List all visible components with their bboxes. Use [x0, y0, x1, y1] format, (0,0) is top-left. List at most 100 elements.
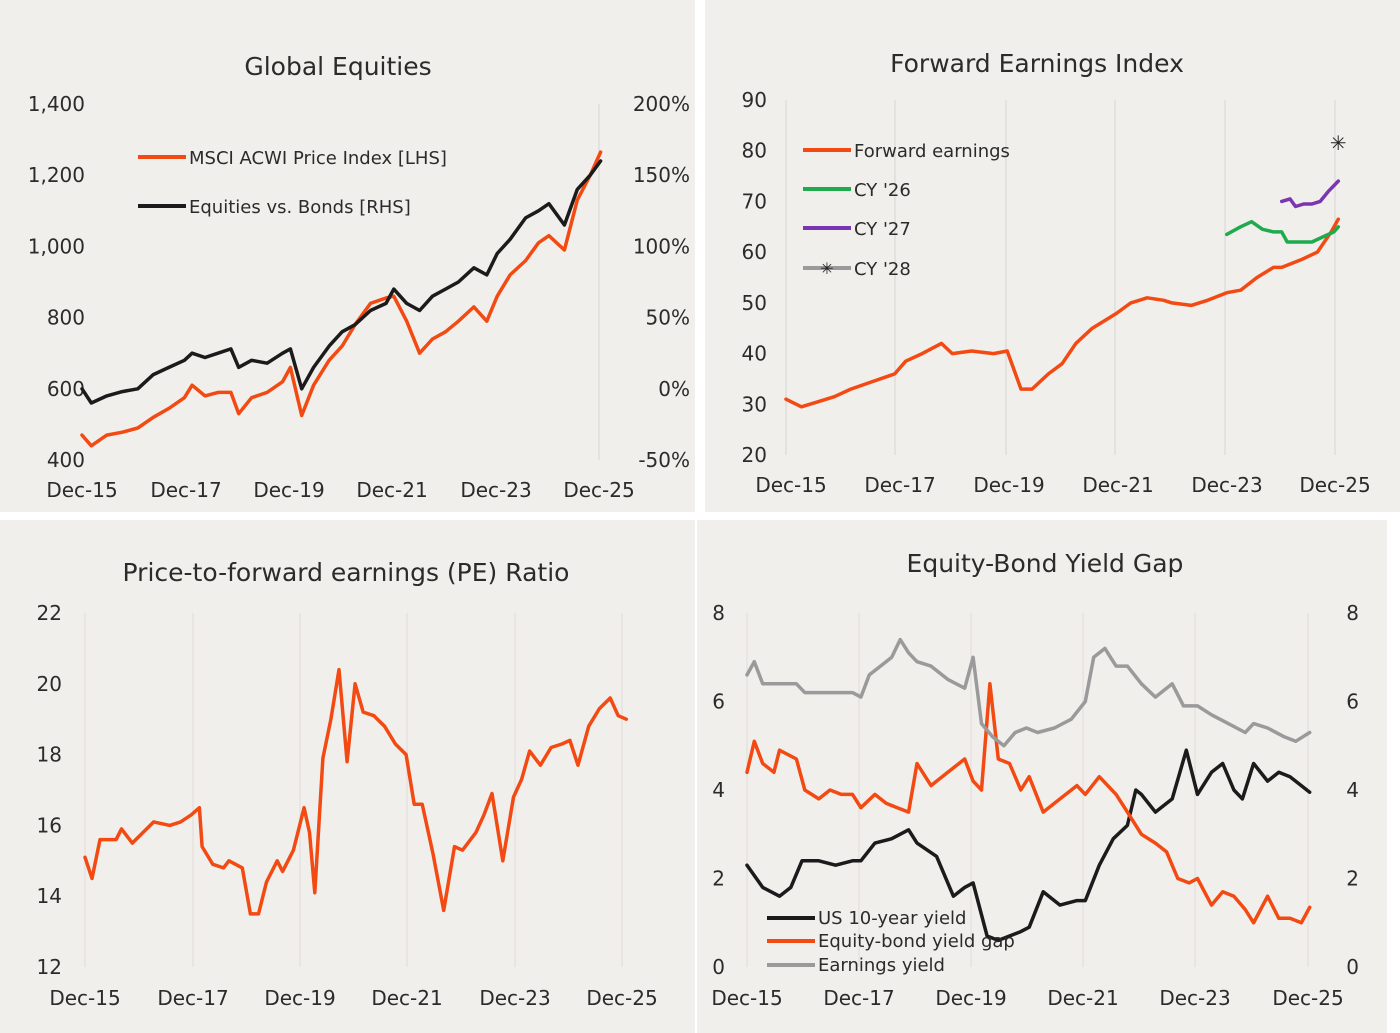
asterisk-marker-icon: ✳	[820, 259, 833, 278]
series-lines: ✳	[784, 131, 1347, 409]
y-tick-label: 0	[712, 955, 725, 979]
y-tick-label: 6	[712, 690, 725, 714]
x-tick-label: Dec-23	[1191, 473, 1262, 497]
y-tick-label: 60	[742, 240, 767, 264]
legend-label: MSCI ACWI Price Index [LHS]	[189, 148, 447, 169]
x-tick-label: Dec-15	[46, 478, 117, 502]
chart-title: Global Equities	[244, 52, 431, 81]
y-tick-label: 50	[742, 291, 767, 315]
y-right-tick-label: 0	[1346, 955, 1359, 979]
x-tick-label: Dec-19	[973, 473, 1044, 497]
right-axis-ticks: -50% 0% 50% 100% 150% 200%	[633, 92, 690, 472]
left-axis-ticks: 400 600 800 1,000 1,200 1,400	[28, 92, 85, 472]
y-tick-label: 800	[47, 306, 85, 330]
x-tick-label: Dec-25	[1299, 473, 1370, 497]
x-tick-label: Dec-21	[356, 478, 427, 502]
legend: Forward earnings CY '26 CY '27 ✳ CY '28	[803, 141, 1010, 280]
y-tick-label: 90	[742, 88, 767, 112]
y-tick-label: 1,200	[28, 163, 85, 187]
legend-label: Earnings yield	[818, 955, 945, 976]
x-tick-label: Dec-15	[49, 986, 120, 1010]
chart-title: Forward Earnings Index	[890, 49, 1184, 78]
y-right-tick-label: 150%	[633, 163, 690, 187]
x-tick-label: Dec-17	[150, 478, 221, 502]
series-line-orange	[745, 682, 1312, 925]
x-tick-label: Dec-25	[1272, 986, 1343, 1010]
x-axis-ticks: Dec-15 Dec-17 Dec-19 Dec-21 Dec-23 Dec-25	[49, 986, 657, 1010]
x-tick-label: Dec-25	[586, 986, 657, 1010]
x-tick-label: Dec-17	[157, 986, 228, 1010]
data-point-asterisk: ✳	[1330, 131, 1347, 155]
x-tick-label: Dec-19	[935, 986, 1006, 1010]
x-tick-label: Dec-21	[1047, 986, 1118, 1010]
y-axis-ticks: 20 30 40 50 60 70 80 90	[742, 88, 767, 467]
legend-label: Forward earnings	[854, 141, 1010, 162]
y-tick-label: 8	[712, 601, 725, 625]
x-tick-label: Dec-21	[1082, 473, 1153, 497]
chart-title: Equity-Bond Yield Gap	[907, 549, 1184, 578]
y-tick-label: 12	[37, 955, 62, 979]
y-tick-label: 30	[742, 392, 767, 416]
chart-yield-gap-svg: Equity-Bond Yield Gap 0 2 4 6 8 0 2 4 6 8 Dec-15…	[711, 549, 1359, 1010]
chart-global-equities-svg: Global Equities 400 600 800 1,000 1,200 1,400…	[28, 52, 690, 502]
x-axis-ticks: Dec-15 Dec-17 Dec-19 Dec-21 Dec-23 Dec-25	[755, 473, 1370, 497]
legend: MSCI ACWI Price Index [LHS] Equities vs.…	[138, 148, 447, 218]
y-tick-label: 1,000	[28, 234, 85, 258]
vertical-gridlines	[84, 613, 623, 967]
legend-label: Equities vs. Bonds [RHS]	[189, 197, 411, 218]
y-tick-label: 80	[742, 139, 767, 163]
x-tick-label: Dec-25	[563, 478, 634, 502]
y-right-tick-label: 8	[1346, 601, 1359, 625]
x-tick-label: Dec-15	[755, 473, 826, 497]
y-tick-label: 400	[47, 448, 85, 472]
series-line-green	[1225, 219, 1341, 244]
x-tick-label: Dec-21	[371, 986, 442, 1010]
y-tick-label: 2	[712, 867, 725, 891]
y-right-tick-label: -50%	[638, 448, 690, 472]
y-tick-label: 600	[47, 377, 85, 401]
series-line-black	[745, 748, 1312, 943]
y-tick-label: 16	[37, 813, 62, 837]
x-tick-label: Dec-23	[1159, 986, 1230, 1010]
chart-forward-earnings-svg: Forward Earnings Index 2030405060708090 …	[742, 49, 1371, 497]
legend-label: CY '26	[854, 180, 911, 201]
series-line-grey	[745, 637, 1312, 748]
series-lines	[745, 637, 1312, 943]
x-tick-label: Dec-19	[253, 478, 324, 502]
y-tick-label: 70	[742, 189, 767, 213]
series-line-black	[80, 159, 603, 405]
chart-yield-gap: Equity-Bond Yield Gap 0 2 4 6 8 0 2 4 6 8 Dec-15…	[697, 520, 1387, 1033]
x-tick-label: Dec-23	[479, 986, 550, 1010]
series-lines	[83, 667, 629, 916]
legend-label: Equity-bond yield gap	[818, 931, 1015, 952]
x-tick-label: Dec-23	[460, 478, 531, 502]
y-tick-label: 40	[742, 342, 767, 366]
series-line-orange	[83, 667, 629, 916]
y-right-tick-label: 50%	[646, 306, 690, 330]
x-tick-label: Dec-19	[264, 986, 335, 1010]
series-line-purple	[1279, 179, 1341, 209]
y-tick-label: 1,400	[28, 92, 85, 116]
y-tick-label: 18	[37, 743, 62, 767]
y-right-tick-label: 6	[1346, 690, 1359, 714]
y-tick-label: 4	[712, 778, 725, 802]
legend-label: CY '27	[854, 219, 911, 240]
legend-label: CY '28	[854, 259, 911, 280]
chart-pe-ratio: Price-to-forward earnings (PE) Ratio 12 1…	[0, 520, 695, 1033]
y-right-tick-label: 100%	[633, 234, 690, 258]
y-right-tick-label: 200%	[633, 92, 690, 116]
legend: US 10-year yield Equity-bond yield gap E…	[767, 908, 1015, 976]
x-tick-label: Dec-17	[864, 473, 935, 497]
y-right-tick-label: 0%	[658, 377, 690, 401]
y-right-tick-label: 2	[1346, 867, 1359, 891]
x-axis-ticks: Dec-15 Dec-17 Dec-19 Dec-21 Dec-23 Dec-25	[711, 986, 1343, 1010]
x-tick-label: Dec-17	[823, 986, 894, 1010]
series-line-orange	[784, 217, 1341, 409]
y-tick-label: 20	[37, 672, 62, 696]
chart-pe-ratio-svg: Price-to-forward earnings (PE) Ratio 121…	[37, 558, 658, 1010]
series-line-orange	[80, 150, 603, 448]
x-axis-ticks: Dec-15 Dec-17 Dec-19 Dec-21 Dec-23 Dec-25	[46, 478, 634, 502]
y-tick-label: 14	[37, 884, 62, 908]
x-tick-label: Dec-15	[711, 986, 782, 1010]
legend-label: US 10-year yield	[818, 908, 966, 929]
